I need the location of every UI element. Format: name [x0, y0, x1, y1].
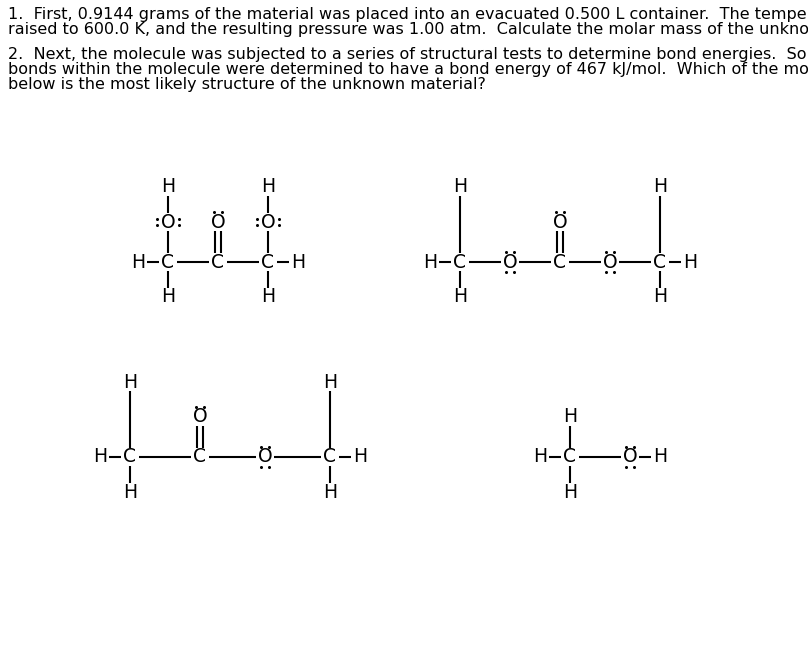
Text: O: O	[161, 212, 175, 231]
Text: C: C	[453, 252, 466, 272]
Text: below is the most likely structure of the unknown material?: below is the most likely structure of th…	[8, 77, 486, 92]
Text: O: O	[553, 212, 567, 231]
Text: H: H	[131, 252, 145, 272]
Text: H: H	[161, 178, 175, 196]
Text: C: C	[262, 252, 275, 272]
Text: H: H	[323, 373, 337, 392]
Text: H: H	[533, 447, 547, 466]
Text: C: C	[193, 447, 207, 466]
Text: H: H	[161, 288, 175, 307]
Text: H: H	[123, 483, 137, 502]
Text: 2.  Next, the molecule was subjected to a series of structural tests to determin: 2. Next, the molecule was subjected to a…	[8, 47, 808, 62]
Text: raised to 600.0 K, and the resulting pressure was 1.00 atm.  Calculate the molar: raised to 600.0 K, and the resulting pre…	[8, 22, 808, 37]
Text: C: C	[563, 447, 576, 466]
Text: H: H	[261, 178, 275, 196]
Text: H: H	[353, 447, 367, 466]
Text: C: C	[323, 447, 336, 466]
Text: H: H	[93, 447, 107, 466]
Text: H: H	[653, 447, 667, 466]
Text: C: C	[162, 252, 175, 272]
Text: C: C	[553, 252, 566, 272]
Text: H: H	[563, 483, 577, 502]
Text: O: O	[211, 212, 225, 231]
Text: H: H	[323, 483, 337, 502]
Text: H: H	[653, 178, 667, 196]
Text: O: O	[258, 447, 272, 466]
Text: bonds within the molecule were determined to have a bond energy of 467 kJ/mol.  : bonds within the molecule were determine…	[8, 62, 808, 77]
Text: C: C	[212, 252, 225, 272]
Text: O: O	[192, 407, 208, 426]
Text: H: H	[123, 373, 137, 392]
Text: H: H	[563, 407, 577, 426]
Text: H: H	[423, 252, 437, 272]
Text: O: O	[261, 212, 276, 231]
Text: C: C	[124, 447, 137, 466]
Text: H: H	[653, 288, 667, 307]
Text: O: O	[503, 252, 517, 272]
Text: C: C	[654, 252, 667, 272]
Text: H: H	[453, 178, 467, 196]
Text: 1.  First, 0.9144 grams of the material was placed into an evacuated 0.500 L con: 1. First, 0.9144 grams of the material w…	[8, 7, 808, 22]
Text: H: H	[683, 252, 697, 272]
Text: H: H	[291, 252, 305, 272]
Text: O: O	[623, 447, 638, 466]
Text: H: H	[261, 288, 275, 307]
Text: H: H	[453, 288, 467, 307]
Text: O: O	[603, 252, 617, 272]
